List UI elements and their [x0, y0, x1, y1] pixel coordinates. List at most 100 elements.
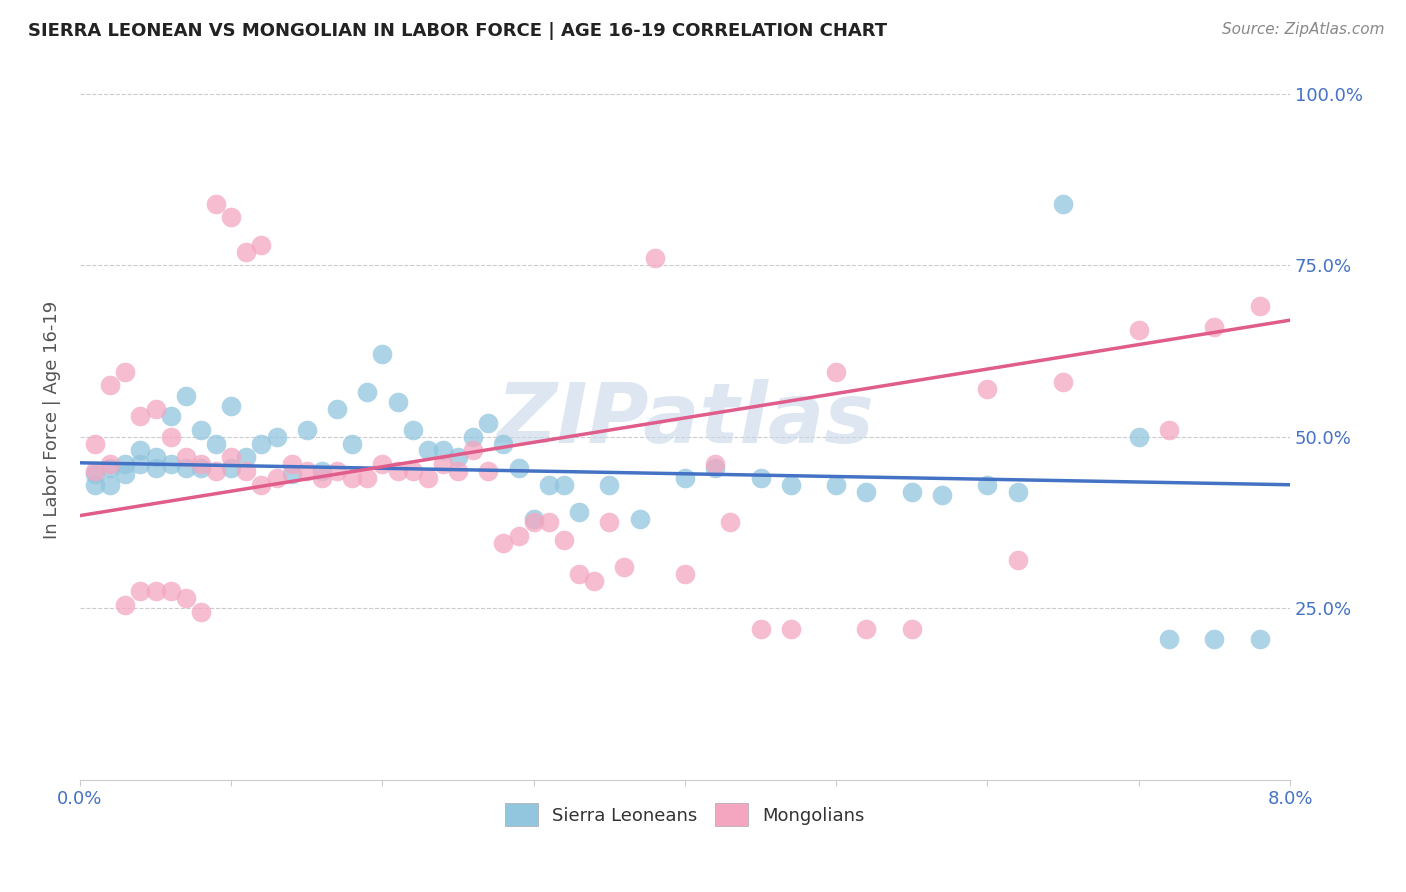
Point	[205, 464, 228, 478]
Point	[463, 443, 485, 458]
Point	[1204, 632, 1226, 646]
Point	[613, 560, 636, 574]
Point	[1052, 196, 1074, 211]
Point	[219, 450, 242, 465]
Point	[1007, 553, 1029, 567]
Point	[537, 516, 560, 530]
Point	[356, 385, 378, 400]
Text: ZIPatlas: ZIPatlas	[496, 379, 875, 460]
Point	[145, 450, 167, 465]
Point	[718, 516, 741, 530]
Point	[371, 457, 394, 471]
Point	[1249, 632, 1271, 646]
Point	[326, 402, 349, 417]
Point	[463, 430, 485, 444]
Point	[114, 365, 136, 379]
Point	[598, 477, 620, 491]
Point	[855, 484, 877, 499]
Point	[901, 484, 924, 499]
Point	[537, 477, 560, 491]
Point	[159, 457, 181, 471]
Point	[416, 443, 439, 458]
Point	[901, 622, 924, 636]
Point	[1157, 632, 1180, 646]
Point	[280, 457, 302, 471]
Point	[416, 471, 439, 485]
Point	[190, 423, 212, 437]
Point	[250, 237, 273, 252]
Text: Source: ZipAtlas.com: Source: ZipAtlas.com	[1222, 22, 1385, 37]
Point	[432, 443, 454, 458]
Point	[1128, 323, 1150, 337]
Point	[644, 252, 666, 266]
Point	[568, 566, 591, 581]
Point	[114, 598, 136, 612]
Point	[356, 471, 378, 485]
Point	[568, 505, 591, 519]
Point	[190, 457, 212, 471]
Point	[295, 423, 318, 437]
Point	[628, 512, 651, 526]
Point	[114, 457, 136, 471]
Text: SIERRA LEONEAN VS MONGOLIAN IN LABOR FORCE | AGE 16-19 CORRELATION CHART: SIERRA LEONEAN VS MONGOLIAN IN LABOR FOR…	[28, 22, 887, 40]
Point	[235, 450, 257, 465]
Point	[523, 512, 546, 526]
Point	[159, 430, 181, 444]
Point	[387, 395, 409, 409]
Point	[145, 584, 167, 599]
Point	[326, 464, 349, 478]
Point	[98, 477, 121, 491]
Point	[387, 464, 409, 478]
Point	[219, 211, 242, 225]
Point	[295, 464, 318, 478]
Point	[311, 464, 333, 478]
Point	[583, 574, 606, 588]
Point	[749, 622, 772, 636]
Point	[174, 450, 197, 465]
Point	[401, 423, 423, 437]
Point	[145, 460, 167, 475]
Point	[1249, 300, 1271, 314]
Point	[749, 471, 772, 485]
Point	[84, 477, 107, 491]
Point	[976, 382, 998, 396]
Point	[145, 402, 167, 417]
Point	[205, 436, 228, 450]
Point	[159, 409, 181, 424]
Point	[98, 378, 121, 392]
Point	[779, 477, 801, 491]
Point	[174, 591, 197, 605]
Point	[673, 471, 696, 485]
Point	[447, 464, 470, 478]
Point	[673, 566, 696, 581]
Point	[219, 399, 242, 413]
Point	[508, 529, 530, 543]
Point	[340, 436, 363, 450]
Point	[129, 443, 152, 458]
Point	[523, 516, 546, 530]
Point	[976, 477, 998, 491]
Point	[280, 467, 302, 482]
Point	[174, 389, 197, 403]
Point	[190, 605, 212, 619]
Point	[159, 584, 181, 599]
Point	[825, 477, 848, 491]
Point	[266, 430, 288, 444]
Point	[704, 457, 727, 471]
Point	[508, 460, 530, 475]
Legend: Sierra Leoneans, Mongolians: Sierra Leoneans, Mongolians	[496, 794, 873, 836]
Point	[340, 471, 363, 485]
Point	[174, 460, 197, 475]
Point	[235, 464, 257, 478]
Point	[1204, 320, 1226, 334]
Point	[1128, 430, 1150, 444]
Point	[492, 536, 515, 550]
Point	[114, 467, 136, 482]
Point	[266, 471, 288, 485]
Point	[447, 450, 470, 465]
Point	[492, 436, 515, 450]
Point	[129, 584, 152, 599]
Y-axis label: In Labor Force | Age 16-19: In Labor Force | Age 16-19	[44, 301, 60, 539]
Point	[1157, 423, 1180, 437]
Point	[553, 477, 575, 491]
